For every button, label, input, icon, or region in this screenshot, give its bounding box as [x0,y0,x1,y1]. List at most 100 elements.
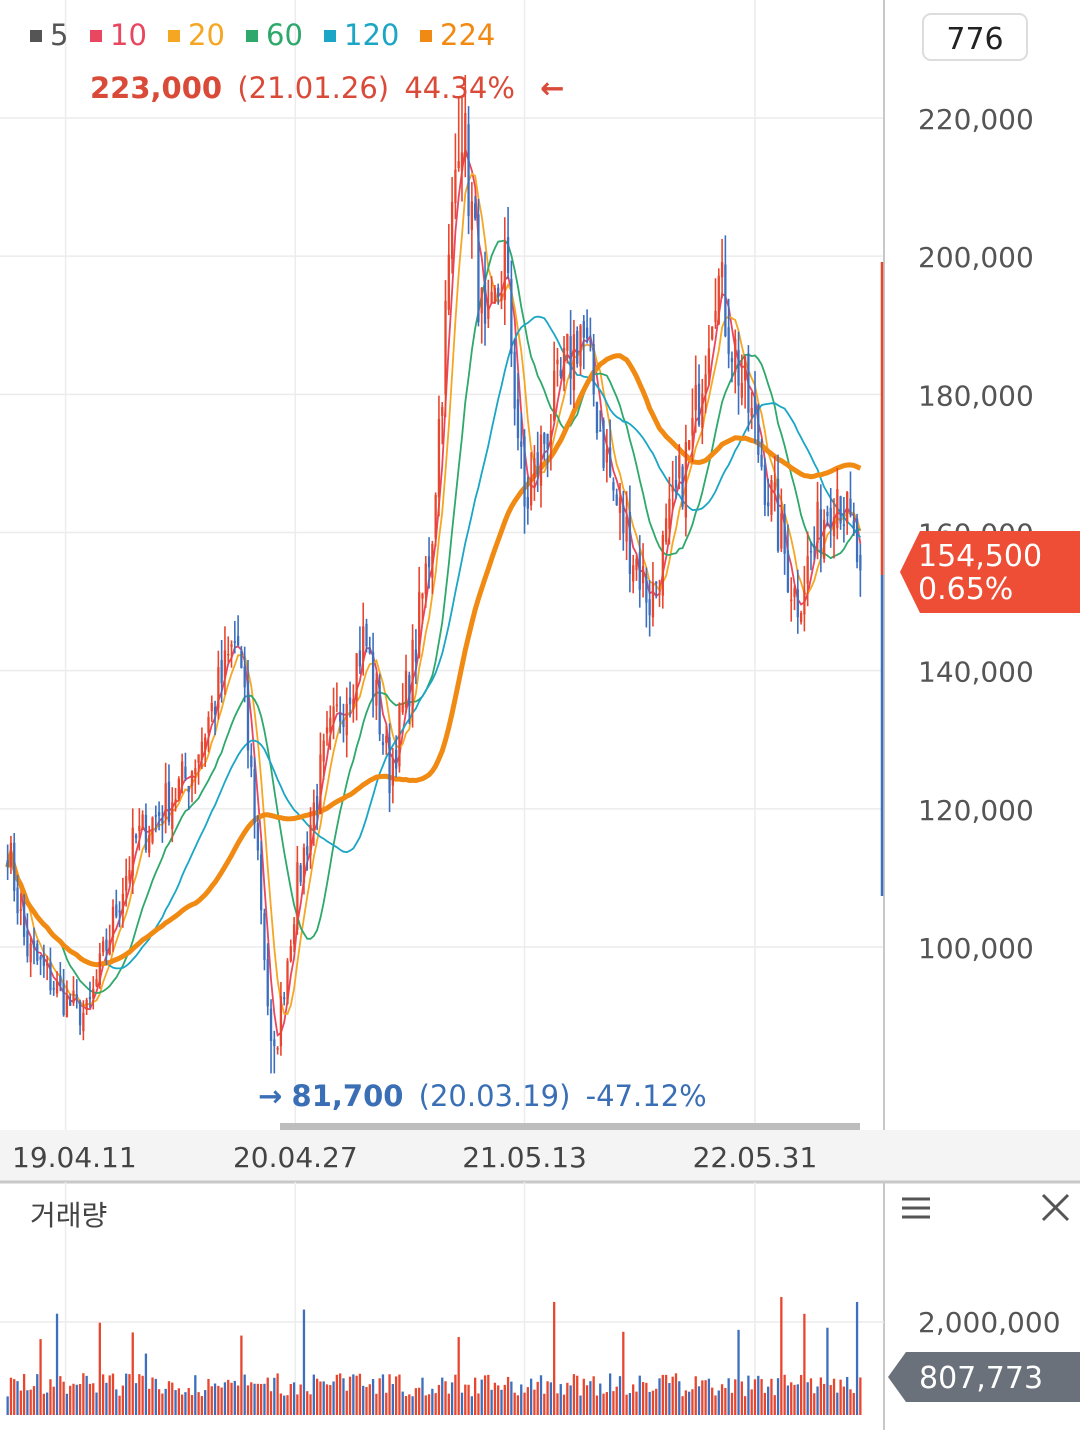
candle-body [263,913,266,960]
candle-body [585,327,589,339]
candle-body [243,666,246,688]
candle-body [533,458,536,479]
candle-body [108,940,111,955]
volume-bar [539,1375,543,1415]
volume-bar [26,1390,29,1415]
volume-bar [467,1384,470,1415]
volume-bar [355,1375,358,1415]
volume-bar [230,1382,233,1415]
volume-bar [809,1378,813,1415]
volume-bar [306,1391,309,1415]
volume-bar [655,1388,658,1415]
volume-bar [628,1393,632,1415]
volume-bar [283,1395,286,1415]
candle-body [276,1047,279,1050]
volume-bar [92,1383,95,1415]
candle-body [447,254,450,310]
volume-bar [707,1378,711,1415]
volume-bar [207,1378,210,1415]
volume-bar [174,1390,177,1415]
period-badge[interactable]: 776 [922,13,1028,61]
chart-scrollbar[interactable] [280,1123,860,1130]
volume-bar [497,1385,500,1415]
candle-body [790,599,793,602]
candle-body [339,713,342,722]
candle-body [549,430,553,445]
candle-body [42,955,46,966]
candle-body [763,464,767,505]
legend-swatch [90,30,102,42]
menu-icon[interactable] [902,1197,930,1219]
volume-bar [720,1384,724,1415]
candle-body [59,975,62,986]
volume-bar [144,1353,148,1415]
candle-body [536,452,539,475]
candle-body [388,737,391,794]
candle-body [207,717,210,733]
candle-body [526,496,529,509]
volume-bar [414,1388,418,1415]
volume-bar [842,1386,846,1415]
candle-body [770,480,773,516]
high-date: (21.01.26) [237,71,389,105]
volume-bar [431,1388,434,1415]
candle-body [134,834,138,839]
candle-body [427,556,431,568]
ma-line-60 [6,239,861,995]
volume-bar [187,1387,190,1415]
volume-bar [236,1385,240,1415]
candle-body [793,588,796,598]
legend-label: 120 [344,18,399,52]
candle-body [315,796,319,811]
x-tick-label: 22.05.31 [693,1141,818,1174]
volume-bar [302,1309,306,1415]
x-tick-label: 19.04.11 [12,1141,137,1174]
volume-bar [773,1395,776,1415]
candle-body [655,581,658,584]
volume-bar [572,1374,576,1415]
volume-bar [503,1384,506,1415]
volume-bar [121,1385,125,1415]
volume-bar [128,1374,131,1415]
volume-bar [65,1393,69,1415]
volume-bar [342,1378,345,1415]
candle-body [618,497,622,513]
volume-bar [289,1384,292,1415]
close-icon[interactable] [1041,1193,1070,1222]
candle-body [737,349,740,386]
volume-bar [681,1396,684,1415]
low-date: (20.03.19) [419,1079,571,1113]
candle-body [296,862,299,930]
candle-body [322,740,325,762]
volume-bar [859,1377,862,1415]
candle-body [506,237,510,273]
volume-bar [108,1375,111,1415]
candle-body [822,519,826,559]
volume-bar [75,1384,78,1415]
volume-bar [9,1377,13,1415]
candle-body [299,865,302,883]
volume-bar [625,1394,628,1415]
volume-bar [839,1379,842,1415]
candle-body [681,466,684,507]
candle-body [829,507,832,528]
volume-bar [339,1373,342,1415]
candle-body [457,161,460,169]
candle-body [246,680,250,751]
volume-bar [411,1396,414,1415]
low-annotation: → 81,700 (20.03.19) -47.12% [258,1079,707,1113]
candle-body [704,374,707,394]
volume-bar [391,1384,394,1415]
legend-swatch [168,30,180,42]
volume-bar [770,1378,773,1415]
volume-bar [602,1393,605,1415]
x-tick-label: 21.05.13 [462,1141,587,1174]
volume-bar [493,1382,497,1415]
candle-body [460,152,464,171]
volume-bar [125,1373,128,1415]
candle-body [22,902,26,937]
legend-swatch [324,30,336,42]
volume-bar [546,1381,549,1415]
candle-body [362,626,365,662]
candle-body [691,417,694,436]
